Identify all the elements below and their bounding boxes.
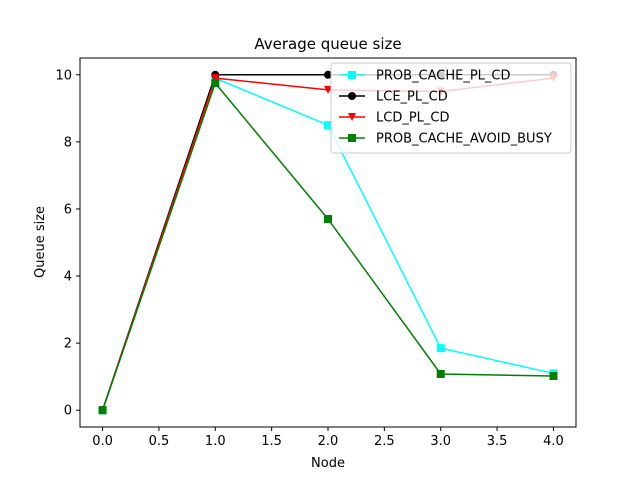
legend-item: PROB_CACHE_AVOID_BUSY	[339, 132, 552, 147]
x-tick-label: 3.5	[487, 434, 508, 449]
data-point	[324, 70, 332, 79]
data-point	[211, 79, 220, 88]
y-tick-label: 6	[64, 202, 72, 217]
data-point	[549, 372, 558, 381]
y-tick-label: 0	[64, 404, 72, 419]
x-tick-label: 0.5	[149, 434, 170, 449]
x-axis-label: Node	[311, 456, 345, 471]
data-point	[211, 74, 220, 83]
data-point	[436, 344, 445, 353]
legend-label: LCD_PL_CD	[376, 111, 450, 126]
x-tick-label: 0.0	[92, 434, 113, 449]
data-point	[324, 215, 332, 224]
data-point	[324, 85, 332, 94]
data-point	[324, 121, 332, 130]
legend-item: PROB_CACHE_PL_CD	[339, 69, 511, 84]
legend-item: LCE_PL_CD	[339, 90, 448, 105]
legend-label: PROB_CACHE_AVOID_BUSY	[376, 132, 552, 147]
chart-title: Average queue size	[254, 35, 401, 53]
y-axis-ticks: 0 2 4 6 8 10	[55, 68, 80, 419]
x-tick-label: 3.0	[430, 434, 451, 449]
data-point	[98, 406, 107, 415]
x-tick-label: 1.5	[261, 434, 282, 449]
legend-marker	[348, 113, 356, 121]
legend-marker	[348, 71, 356, 79]
y-tick-label: 4	[64, 270, 72, 285]
x-tick-label: 2.0	[318, 434, 339, 449]
legend-marker	[348, 92, 356, 100]
x-tick-label: 2.5	[374, 434, 395, 449]
y-axis-label: Queue size	[33, 206, 48, 278]
legend-label: LCE_PL_CD	[376, 90, 448, 105]
x-tick-label: 1.0	[205, 434, 226, 449]
x-tick-label: 4.0	[543, 434, 564, 449]
legend: PROB_CACHE_PL_CD LCE_PL_CD LCD_PL_CD PROB_C…	[330, 62, 572, 154]
legend-marker	[348, 134, 356, 142]
y-tick-label: 8	[64, 135, 72, 150]
x-axis-ticks: 0.0 0.5 1.0 1.5 2.0 2.5 3.0 3.5 4.0	[92, 427, 564, 449]
y-tick-label: 10	[55, 68, 72, 83]
series-prob-cache-avoid-busy	[98, 79, 558, 415]
data-point	[436, 369, 445, 378]
legend-box	[330, 62, 572, 154]
y-tick-label: 2	[64, 337, 72, 352]
legend-item: LCD_PL_CD	[339, 111, 450, 126]
legend-label: PROB_CACHE_PL_CD	[376, 69, 511, 84]
